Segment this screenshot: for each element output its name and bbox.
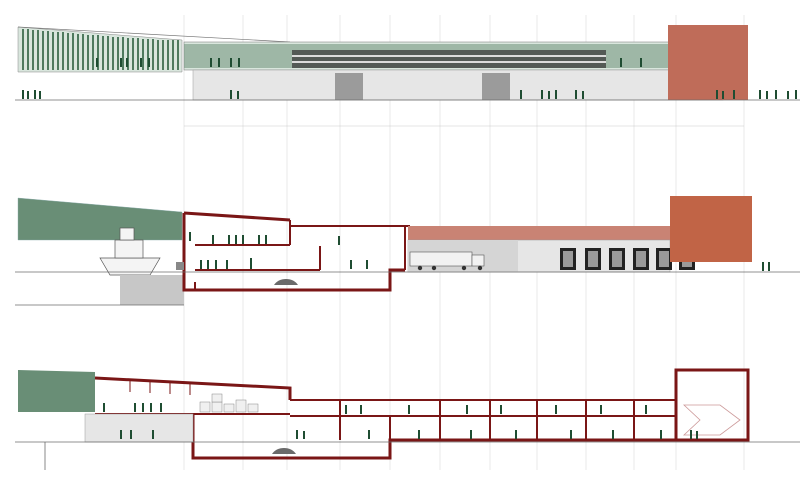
concrete-base xyxy=(192,69,724,101)
glass-hall xyxy=(18,198,182,240)
person-figures xyxy=(22,58,797,99)
roof-beams xyxy=(129,380,191,395)
car-icon xyxy=(274,279,298,285)
section-a-view xyxy=(15,196,800,306)
person-figures xyxy=(103,403,698,439)
section-walls xyxy=(182,211,410,292)
concrete-base xyxy=(84,413,194,443)
arrow-icon xyxy=(682,404,741,436)
forklift-icon xyxy=(176,262,184,270)
elevation-view xyxy=(15,25,800,127)
ship-icon xyxy=(99,227,161,276)
section-b-view xyxy=(15,368,800,470)
rust-tower xyxy=(670,196,752,262)
crates xyxy=(199,393,259,413)
glass-hall xyxy=(18,370,95,412)
upper-glazing-band xyxy=(183,41,725,71)
gate-opening xyxy=(482,73,510,100)
gate-opening xyxy=(335,73,363,100)
rust-band xyxy=(408,226,670,240)
rust-tower xyxy=(668,25,748,100)
person-figures xyxy=(189,232,770,271)
quay-wall xyxy=(120,275,184,305)
truck-icon xyxy=(409,251,485,271)
car-icon xyxy=(272,448,296,454)
